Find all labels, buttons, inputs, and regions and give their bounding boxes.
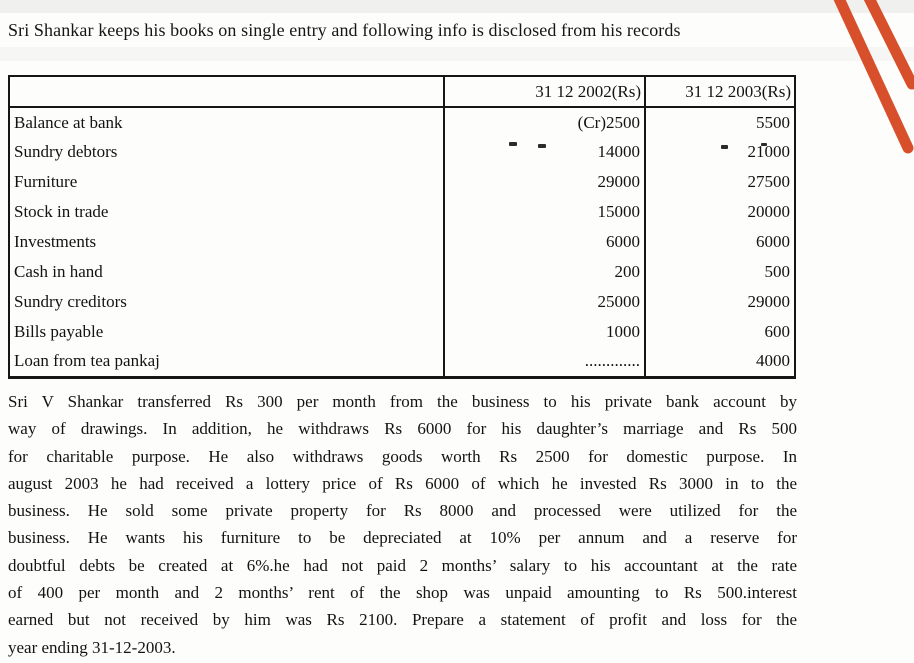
problem-intro-text: Sri Shankar keeps his books on single en…	[8, 20, 681, 40]
row-label: Balance at bank	[8, 107, 445, 137]
table-row: Sundry creditors 25000 29000	[8, 287, 796, 317]
value-2002: 6000	[443, 227, 646, 257]
header-item-column	[8, 76, 445, 108]
value-2002: 200	[443, 257, 646, 287]
value-2002: 1000	[443, 317, 646, 347]
narrative-line: Sri V Shankar transferred Rs 300 per mon…	[8, 392, 797, 411]
value-2002: (Cr)2500	[443, 107, 646, 137]
header-year-2002: 31 12 2002(Rs)	[443, 76, 646, 108]
value-2002: .............	[443, 347, 646, 379]
narrative-paragraph: Sri V Shankar transferred Rs 300 per mon…	[8, 388, 797, 661]
value-2002: 25000	[443, 287, 646, 317]
value-2002: 29000	[443, 167, 646, 197]
value-2003: 21000	[644, 137, 796, 167]
narrative-line: earned but not received by him was Rs 21…	[8, 610, 797, 630]
table-row: Investments 6000 6000	[8, 227, 796, 257]
table-row: Balance at bank (Cr)2500 5500	[8, 107, 796, 137]
row-label: Bills payable	[8, 317, 445, 347]
value-2003: 27500	[644, 167, 796, 197]
table-row: Cash in hand 200 500	[8, 257, 796, 287]
narrative-line: for charitable purpose. He also withdraw…	[8, 446, 797, 466]
narrative-line: august 2003 he had received a lottery pr…	[8, 473, 797, 493]
narrative-line: doubtful debts be created at 6%.he had n…	[8, 555, 797, 575]
row-label: Cash in hand	[8, 257, 445, 287]
narrative-line: business. He wants his furniture to be d…	[8, 528, 797, 548]
value-2002: 14000	[443, 137, 646, 167]
narrative-line: year ending 31-12-2003.	[8, 637, 176, 657]
narrative-line: of 400 per month and 2 months’ rent of t…	[8, 583, 797, 603]
row-label: Sundry debtors	[8, 137, 445, 167]
value-2003: 20000	[644, 197, 796, 227]
header-year-2003: 31 12 2003(Rs)	[644, 76, 796, 108]
table-row: Loan from tea pankaj ............. 4000	[8, 347, 796, 379]
table-row: Stock in trade 15000 20000	[8, 197, 796, 227]
row-label: Furniture	[8, 167, 445, 197]
table-row: Bills payable 1000 600	[8, 317, 796, 347]
value-2003: 600	[644, 317, 796, 347]
table-row: Furniture 29000 27500	[8, 167, 796, 197]
balances-table: 31 12 2002(Rs) 31 12 2003(Rs) Balance at…	[8, 75, 796, 379]
value-2003: 29000	[644, 287, 796, 317]
value-2002: 15000	[443, 197, 646, 227]
value-2003: 5500	[644, 107, 796, 137]
row-label: Investments	[8, 227, 445, 257]
row-label: Loan from tea pankaj	[8, 347, 445, 379]
table-row: Sundry debtors 14000 21000	[8, 137, 796, 167]
row-label: Sundry creditors	[8, 287, 445, 317]
value-2003: 4000	[644, 347, 796, 379]
narrative-line: way of drawings. In addition, he withdra…	[8, 419, 797, 439]
orange-pen-mark-icon	[833, 0, 914, 154]
scan-artifact-band	[0, 0, 914, 13]
table-header-row: 31 12 2002(Rs) 31 12 2003(Rs)	[8, 76, 796, 108]
narrative-line: business. He sold some private property …	[8, 501, 797, 521]
value-2003: 500	[644, 257, 796, 287]
value-2003: 6000	[644, 227, 796, 257]
row-label: Stock in trade	[8, 197, 445, 227]
scan-artifact-band	[0, 47, 914, 61]
